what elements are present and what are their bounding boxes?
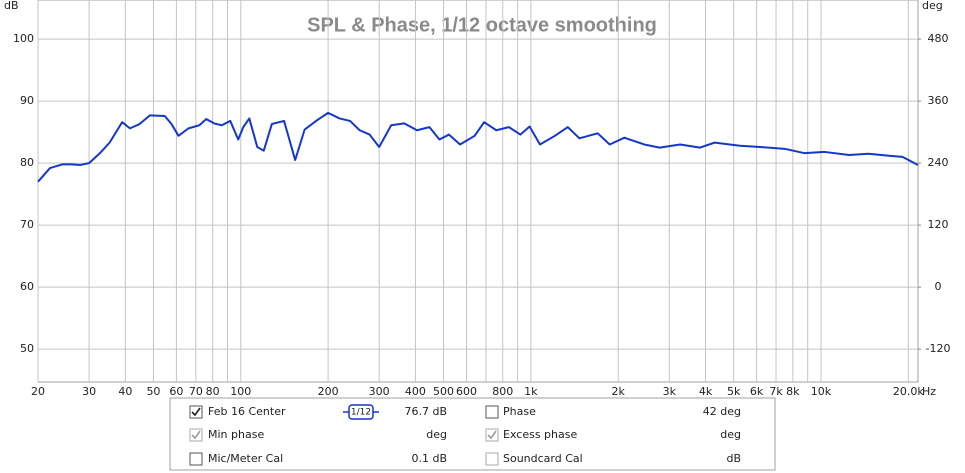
checkbox[interactable] (485, 405, 499, 419)
row-value: deg (720, 428, 741, 441)
x-tick-label: 30 (82, 385, 96, 398)
row-value: 76.7 dB (404, 405, 447, 418)
y2-tick-label: 0 (935, 280, 942, 293)
checkbox (485, 428, 499, 442)
y-tick-label: 90 (20, 94, 34, 107)
smoothing-label: 1/12 (351, 408, 371, 418)
x-tick-label: 40 (118, 385, 132, 398)
x-tick-label: 70 (189, 385, 203, 398)
y-tick-label: 60 (20, 280, 34, 293)
row-label: Soundcard Cal (503, 452, 583, 465)
x-tick-label: 400 (405, 385, 426, 398)
x-tick-label: 300 (369, 385, 390, 398)
x-tick-label: 4k (699, 385, 713, 398)
x-tick-label: 800 (492, 385, 513, 398)
y2-tick-label: 480 (928, 32, 949, 45)
row-value: 42 deg (703, 405, 741, 418)
y2-tick-label: 360 (928, 94, 949, 107)
smoothing-box (348, 404, 374, 420)
row-label: Mic/Meter Cal (208, 452, 283, 465)
checkbox-check (191, 430, 201, 440)
x-tick-label: 1k (524, 385, 538, 398)
x-tick-label: 3k (663, 385, 677, 398)
x-tick-label: 10k (811, 385, 832, 398)
row-label: Min phase (208, 428, 264, 441)
checkbox (189, 428, 203, 442)
spl-line (37, 111, 919, 183)
row-label: Excess phase (503, 428, 577, 441)
checkbox (485, 452, 499, 466)
x-tick-label: 80 (206, 385, 220, 398)
x-tick-label: 60 (169, 385, 183, 398)
x-tick-label: 6k (750, 385, 764, 398)
x-tick-label: 50 (146, 385, 160, 398)
x-tick-label: 20.0k (893, 385, 924, 398)
checkbox[interactable] (189, 405, 203, 419)
y-tick-label: 100 (13, 32, 34, 45)
y2-axis-label: deg (922, 0, 943, 12)
row-label: Feb 16 Center (208, 405, 286, 418)
y-tick-label: 70 (20, 218, 34, 231)
y-tick-label: 80 (20, 156, 34, 169)
row-value: deg (426, 428, 447, 441)
y-tick-label: 50 (20, 342, 34, 355)
checkbox[interactable] (189, 452, 203, 466)
y2-tick-label: -120 (926, 342, 951, 355)
checkbox-check (191, 407, 201, 417)
x-tick-label: 100 (230, 385, 251, 398)
row-value: 0.1 dB (411, 452, 447, 465)
plot-area (37, 0, 919, 383)
x-tick-label: 7k (769, 385, 783, 398)
x-tick-label: 20 (31, 385, 45, 398)
x-tick-label: 600 (456, 385, 477, 398)
legend-panel (169, 397, 776, 471)
x-tick-label: 5k (727, 385, 741, 398)
x-tick-label: 200 (318, 385, 339, 398)
x-axis-label: Hz (922, 385, 936, 398)
x-tick-label: 8k (786, 385, 800, 398)
y2-tick-label: 240 (928, 156, 949, 169)
row-value: dB (726, 452, 741, 465)
chart-title: SPL & Phase, 1/12 octave smoothing (307, 14, 657, 36)
y2-tick-label: 120 (928, 218, 949, 231)
row-label: Phase (503, 405, 536, 418)
x-tick-label: 500 (433, 385, 454, 398)
checkbox-check (487, 430, 497, 440)
y-axis-label: dB (4, 0, 19, 12)
x-tick-label: 2k (612, 385, 626, 398)
